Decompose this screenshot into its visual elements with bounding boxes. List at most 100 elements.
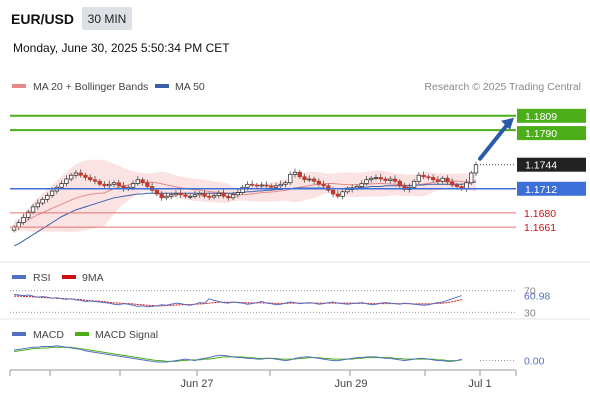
- candle-body: [383, 178, 388, 181]
- candle-body: [30, 206, 36, 213]
- timeframe-badge[interactable]: 30 MIN: [82, 7, 132, 30]
- candle-body: [16, 222, 21, 228]
- candle-body: [235, 192, 241, 196]
- target-arrow-head: [501, 117, 514, 130]
- candle-body: [473, 164, 479, 174]
- candle-body: [154, 189, 160, 195]
- candle-body: [73, 172, 79, 176]
- candle-body: [140, 179, 145, 184]
- level-label-1.1790: 1.1790: [525, 128, 557, 140]
- candle-body: [430, 177, 436, 181]
- candle-body: [69, 174, 74, 180]
- rsi-line: [13, 293, 462, 308]
- price-legend: MA 20 + Bollinger Bands MA 50: [12, 81, 205, 93]
- level-label-1.1809: 1.1809: [525, 111, 557, 123]
- candle-body: [392, 178, 398, 182]
- level-tag-1.1712: [517, 181, 586, 196]
- legend-swatch-macd-signal: [75, 332, 89, 336]
- time-label-1: Jun 29: [334, 378, 367, 390]
- candle-body: [335, 193, 341, 197]
- macd-zero-label: 0.00: [524, 356, 545, 368]
- candle-body: [178, 192, 183, 196]
- candle-body: [416, 174, 421, 182]
- candle-body: [230, 194, 236, 199]
- candle-body: [283, 182, 288, 185]
- candle-body: [40, 198, 45, 204]
- rsi-tick-30: 30: [524, 307, 536, 319]
- candle-body: [278, 183, 283, 187]
- candle-body: [173, 192, 179, 196]
- candle-body: [78, 172, 83, 176]
- candle-body: [373, 177, 379, 179]
- candle-body: [188, 195, 193, 198]
- credit-text: Research © 2025 Trading Central: [424, 81, 581, 93]
- candle-body: [49, 190, 55, 196]
- candle-body: [202, 192, 207, 197]
- candle-body: [454, 184, 460, 187]
- legend-swatch-rsi: [12, 275, 26, 279]
- legend-label-ma20: MA 20 + Bollinger Bands: [33, 81, 148, 93]
- candle-body: [221, 192, 226, 197]
- level-label-1.1712: 1.1712: [525, 184, 557, 196]
- candle-body: [207, 195, 212, 198]
- candle-body: [211, 195, 217, 198]
- candle-body: [330, 189, 336, 195]
- candle-body: [311, 178, 317, 182]
- candle-body: [464, 182, 469, 190]
- candle-body: [59, 183, 64, 188]
- candle-body: [402, 185, 407, 190]
- candle-body: [450, 181, 455, 186]
- candle-body: [364, 179, 369, 184]
- candle-body: [240, 186, 245, 193]
- candle-body: [45, 195, 50, 200]
- candle-body: [183, 194, 188, 197]
- rsi-ma-line: [14, 295, 462, 307]
- candle-body: [440, 177, 445, 182]
- candle-body: [83, 174, 88, 178]
- legend-label-macd: MACD: [33, 329, 64, 341]
- legend-label-macd-signal: MACD Signal: [95, 329, 158, 341]
- candle-body: [135, 179, 140, 184]
- candle-body: [21, 217, 26, 223]
- level-label-1.1680: 1.1680: [524, 208, 556, 220]
- candle-body: [302, 176, 307, 181]
- candle-body: [435, 179, 441, 182]
- time-label-2: Jul 1: [468, 378, 491, 390]
- candle-body: [321, 183, 326, 187]
- candle-body: [411, 180, 417, 188]
- macd-legend: MACD MACD Signal: [12, 329, 158, 341]
- candle-body: [107, 183, 112, 187]
- candle-body: [249, 183, 255, 186]
- candle-body: [269, 185, 274, 188]
- candle-body: [130, 183, 136, 188]
- datetime-label: Monday, June 30, 2025 5:50:34 PM CET: [13, 41, 230, 55]
- candle-body: [97, 180, 102, 185]
- rsi-tick-70: 70: [524, 286, 536, 298]
- candle-body: [378, 177, 383, 180]
- candle-body: [340, 191, 345, 197]
- candle-body: [388, 178, 393, 181]
- candle-body: [397, 180, 402, 187]
- candle-body: [316, 180, 321, 185]
- candle-body: [345, 189, 350, 193]
- candle-body: [192, 194, 198, 197]
- candle-body: [245, 183, 250, 188]
- candle-body: [421, 174, 426, 178]
- candle-body: [288, 174, 293, 184]
- candle-body: [35, 202, 40, 208]
- macd-plot: 0.00: [13, 345, 545, 368]
- rsi-last-value: 60.98: [524, 291, 550, 303]
- candle-body: [469, 172, 474, 184]
- time-label-0: Jun 27: [180, 378, 213, 390]
- candle-body: [26, 211, 31, 218]
- candle-body: [145, 182, 150, 187]
- candle-body: [426, 176, 431, 179]
- candle-body: [164, 195, 169, 199]
- candle-body: [297, 171, 302, 178]
- candle-body: [359, 183, 364, 187]
- legend-swatch-ma50: [155, 84, 169, 88]
- candle-body: [116, 182, 121, 187]
- candle-body: [102, 183, 107, 187]
- macd-signal-line: [13, 346, 462, 362]
- candle-body: [92, 179, 98, 182]
